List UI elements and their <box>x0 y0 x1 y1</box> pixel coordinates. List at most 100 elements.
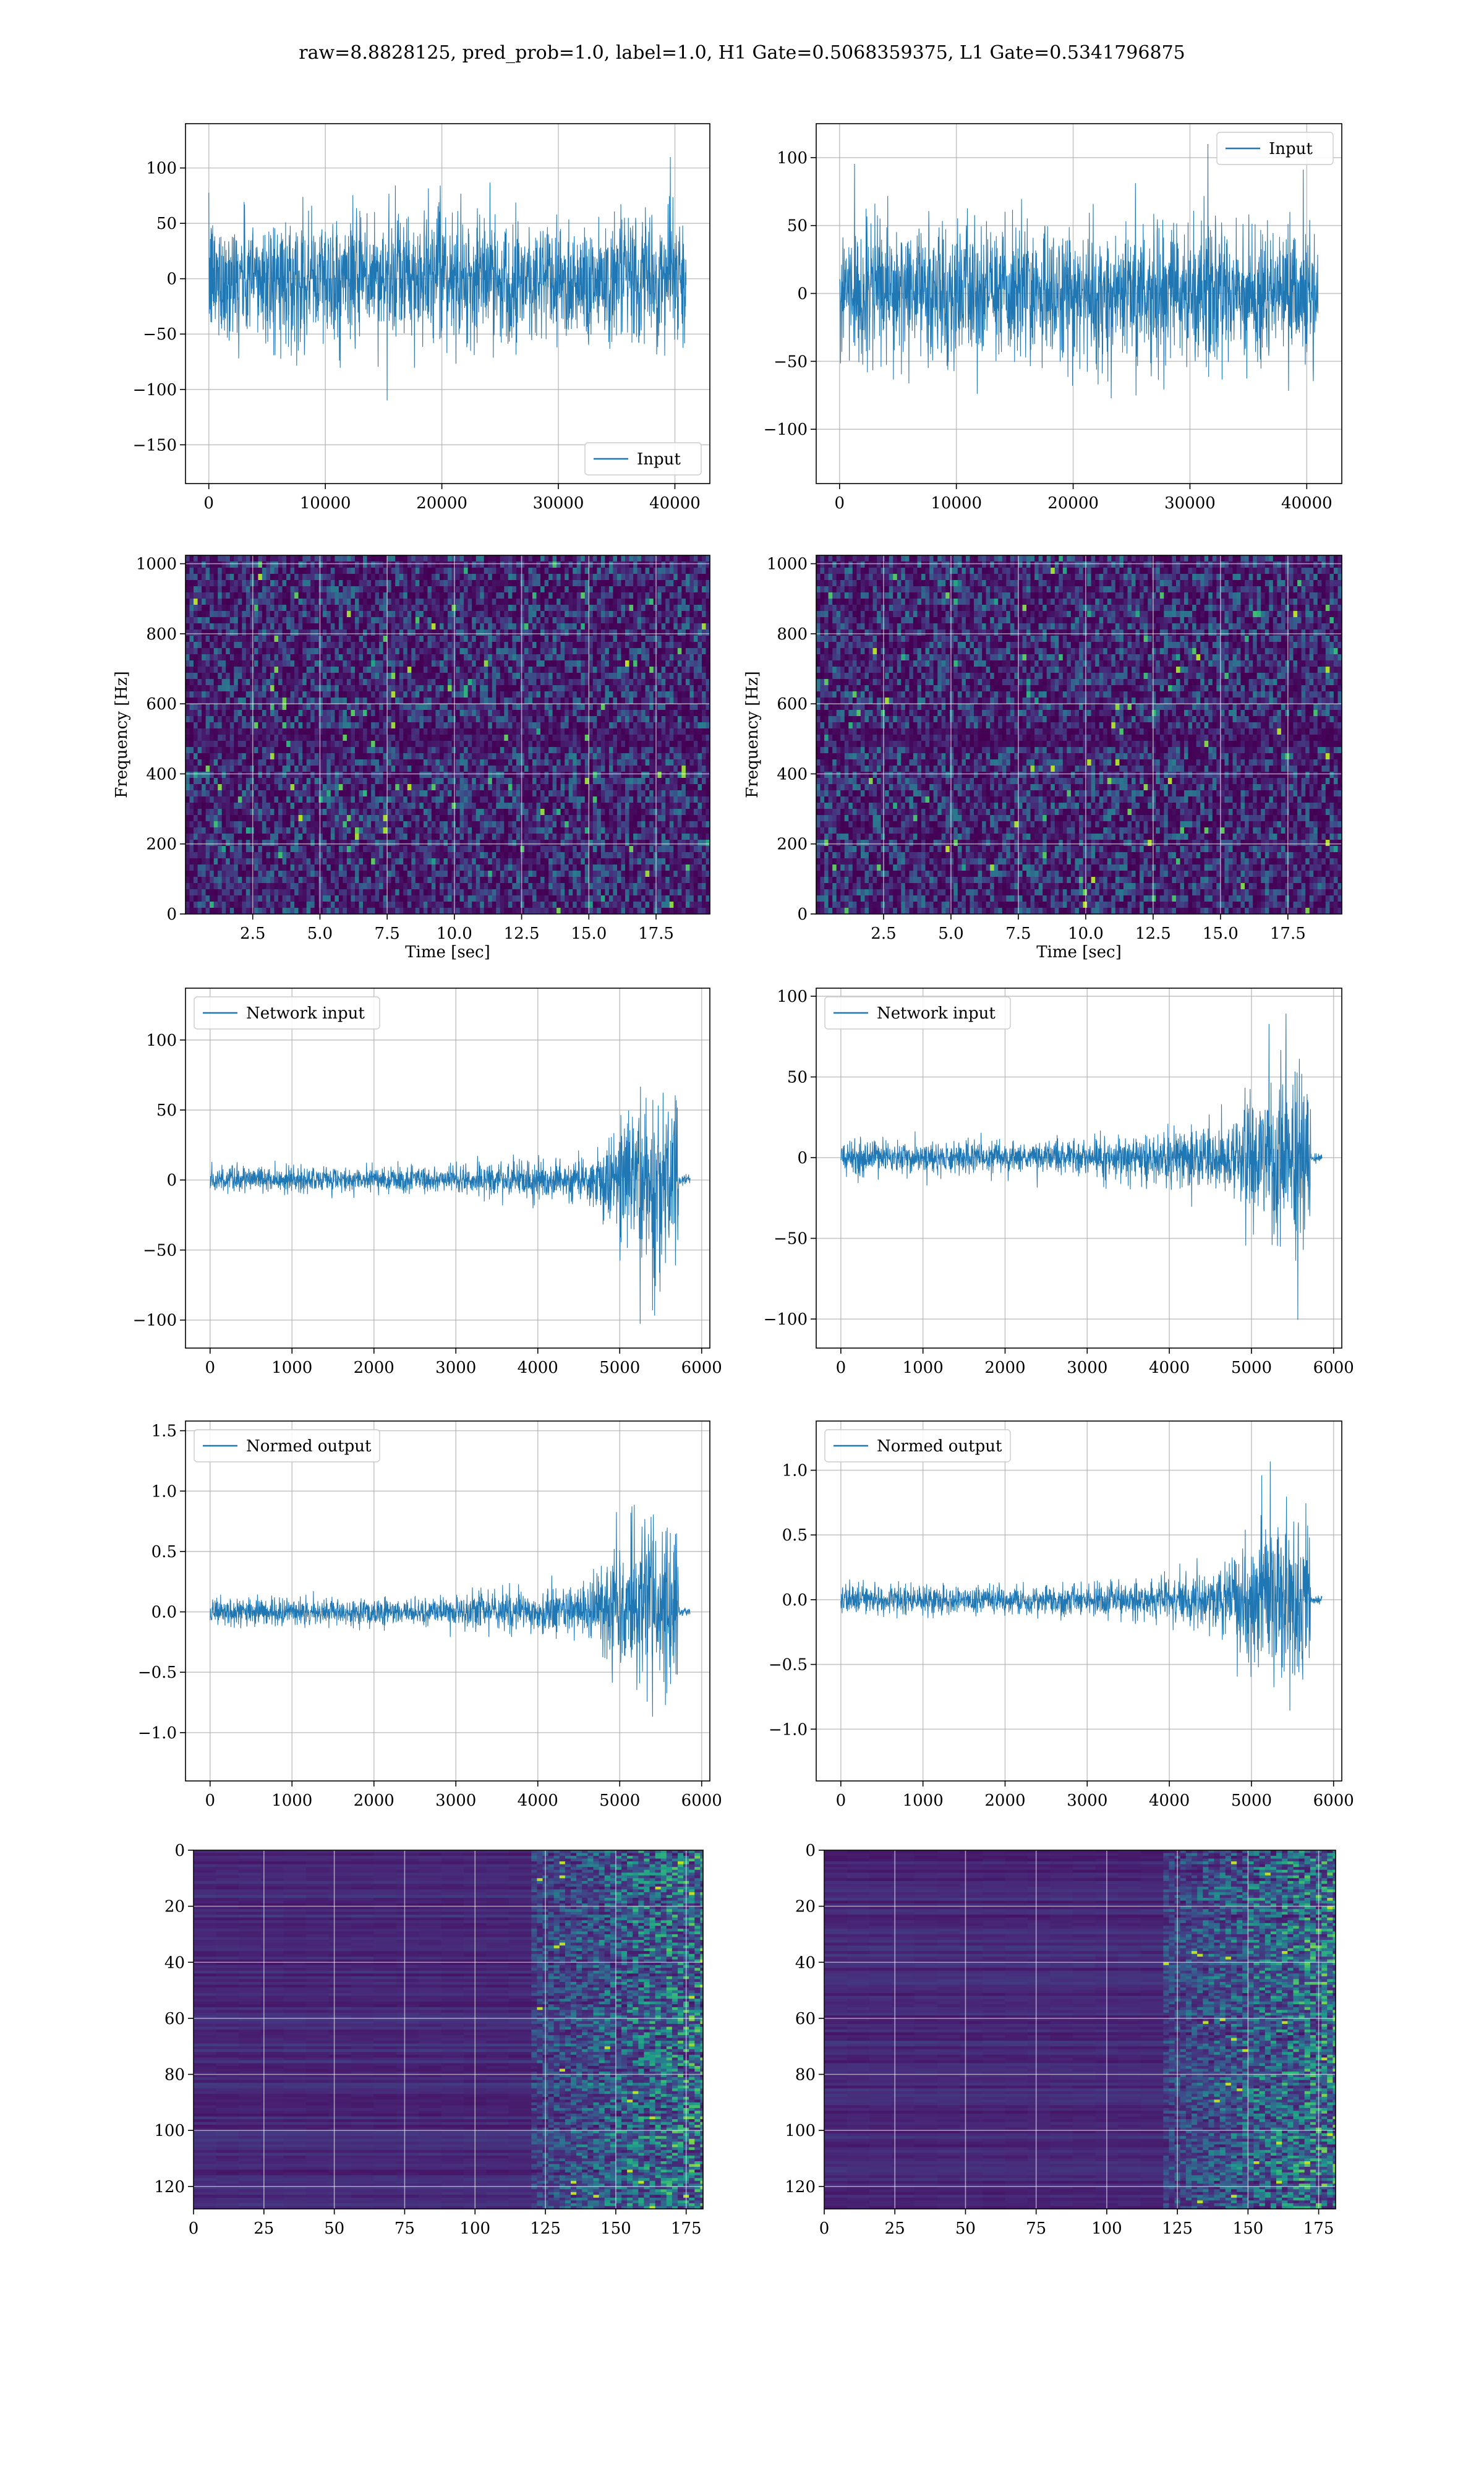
heat-cell <box>339 630 343 636</box>
heat-cell <box>613 648 617 655</box>
heat-cell <box>258 623 262 630</box>
heat-cell <box>283 728 287 735</box>
heat-cell <box>335 753 339 760</box>
heat-cell <box>540 772 545 779</box>
heat-cell <box>673 716 678 723</box>
heat-cell <box>508 636 513 642</box>
heat-cell <box>512 630 516 636</box>
heat-cell <box>286 728 291 735</box>
heat-cell <box>238 599 242 605</box>
heat-cell <box>218 679 222 686</box>
heat-cell <box>347 660 351 667</box>
heat-cell <box>234 660 238 667</box>
heat-cell <box>435 630 440 636</box>
heat-cell <box>460 574 464 581</box>
heat-cell <box>573 691 577 698</box>
heat-cell <box>508 704 513 711</box>
heat-cell <box>214 599 218 605</box>
heat-cell <box>347 630 351 636</box>
heat-cell <box>508 698 513 704</box>
heat-cell <box>689 568 694 574</box>
heat-cell <box>665 698 670 704</box>
heat-cell <box>537 555 541 562</box>
heat-cell <box>222 561 226 568</box>
heat-cell <box>302 623 307 630</box>
heat-cell <box>351 704 355 711</box>
heat-cell <box>416 667 420 673</box>
heat-cell <box>540 586 545 593</box>
heat-cell <box>246 630 250 636</box>
heat-cell <box>246 728 250 735</box>
heat-cell <box>194 685 198 692</box>
heat-cell <box>355 648 359 655</box>
heat-cell <box>553 747 557 754</box>
heat-cell <box>202 685 206 692</box>
heat-cell <box>649 660 654 667</box>
heat-cell <box>375 630 380 636</box>
heat-cell <box>435 648 440 655</box>
heat-cell <box>307 630 311 636</box>
heat-cell <box>662 778 666 785</box>
heat-cell <box>440 753 444 760</box>
heat-cell <box>512 735 516 741</box>
heat-cell <box>452 623 456 630</box>
heat-cell <box>387 759 391 766</box>
heat-cell <box>532 599 537 605</box>
heat-cell <box>335 580 339 587</box>
heat-cell <box>516 599 521 605</box>
heat-cell <box>689 679 694 686</box>
heat-cell <box>315 753 319 760</box>
heat-cell <box>198 580 202 587</box>
heat-cell <box>419 648 424 655</box>
heat-cell <box>218 759 222 766</box>
heat-cell <box>286 630 291 636</box>
heat-cell <box>242 679 246 686</box>
heat-cell <box>339 580 343 587</box>
heat-cell <box>375 691 380 698</box>
heat-cell <box>694 698 698 704</box>
heat-cell <box>456 766 460 772</box>
heat-cell <box>291 636 295 642</box>
heat-cell <box>234 568 238 574</box>
heat-cell <box>403 580 407 587</box>
heat-cell <box>326 617 331 624</box>
heat-cell <box>508 599 513 605</box>
heat-cell <box>605 735 609 741</box>
heat-cell <box>343 766 347 772</box>
heat-cell <box>484 772 488 779</box>
heat-cell <box>310 611 315 618</box>
heat-cell <box>472 753 476 760</box>
heat-cell <box>689 648 694 655</box>
heat-cell <box>464 636 468 642</box>
heat-cell <box>662 586 666 593</box>
heat-cell <box>641 561 646 568</box>
heat-cell <box>307 568 311 574</box>
heat-cell <box>258 630 262 636</box>
heat-cell <box>310 561 315 568</box>
heat-cell <box>665 691 670 698</box>
heat-cell <box>359 679 364 686</box>
heat-cell <box>638 728 642 735</box>
heat-cell <box>424 555 428 562</box>
heat-cell <box>569 691 573 698</box>
heat-cell <box>335 568 339 574</box>
heat-cell <box>504 667 508 673</box>
heat-cell <box>275 784 279 791</box>
heat-cell <box>440 679 444 686</box>
heat-cell <box>488 691 492 698</box>
heat-cell <box>355 691 359 698</box>
heat-cell <box>416 772 420 779</box>
heat-cell <box>492 766 497 772</box>
heat-cell <box>702 698 706 704</box>
heat-cell <box>375 648 380 655</box>
heat-cell <box>435 691 440 698</box>
heat-cell <box>697 673 702 680</box>
heat-cell <box>589 568 593 574</box>
heat-cell <box>662 660 666 667</box>
heat-cell <box>480 617 484 624</box>
heat-cell <box>407 704 412 711</box>
heat-cell <box>202 710 206 717</box>
heat-cell <box>629 623 634 630</box>
heat-cell <box>689 592 694 599</box>
heat-cell <box>508 586 513 593</box>
